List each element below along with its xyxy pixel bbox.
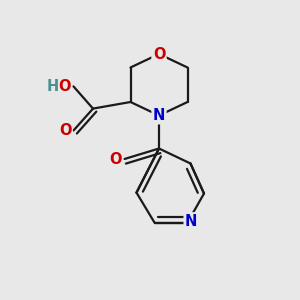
Text: N: N [185, 214, 197, 229]
Text: N: N [153, 108, 165, 123]
Text: O: O [153, 46, 165, 62]
Text: O: O [109, 152, 122, 166]
Text: O: O [59, 123, 71, 138]
Text: H: H [47, 79, 59, 94]
Text: O: O [58, 79, 70, 94]
